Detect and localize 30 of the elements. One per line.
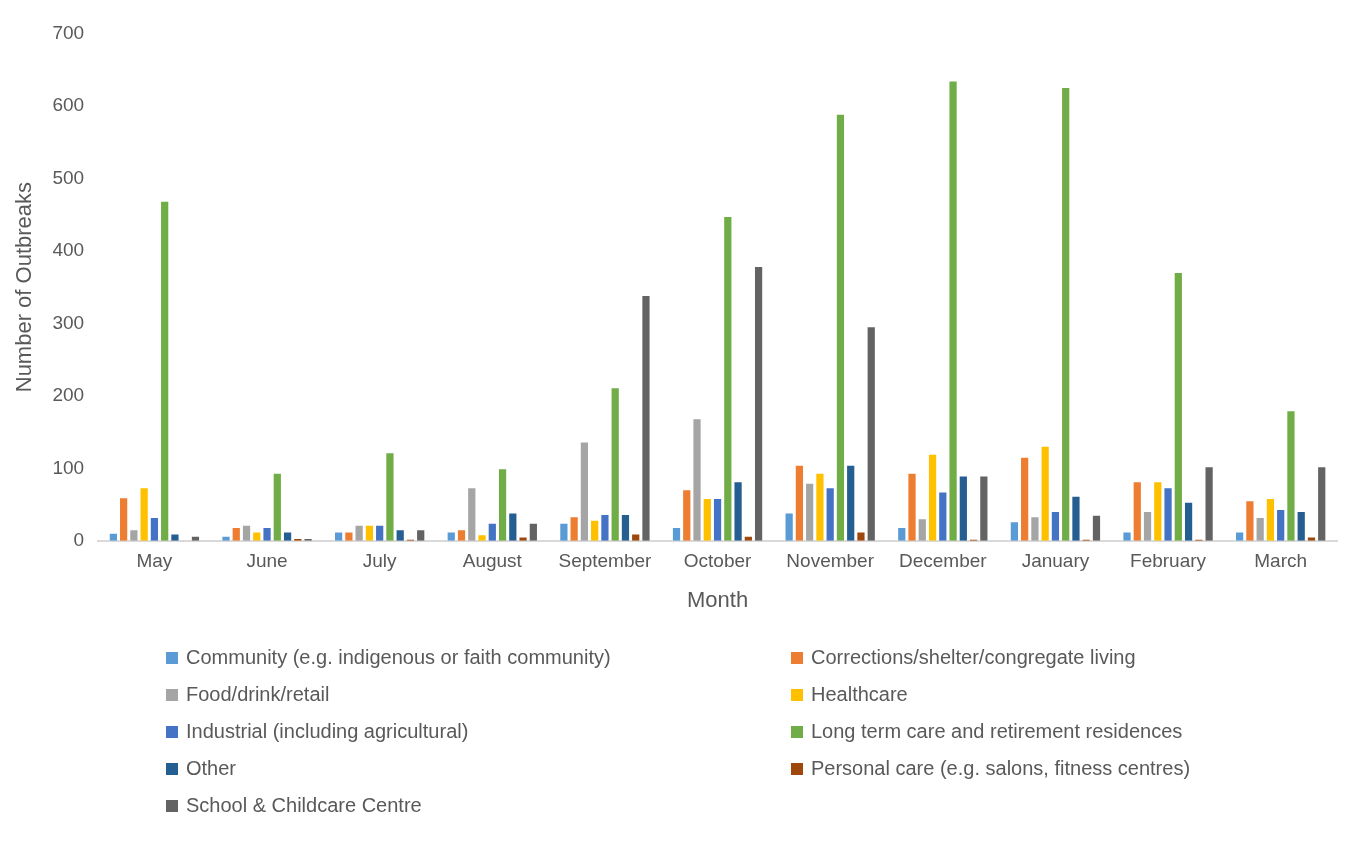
y-tick-label: 200 xyxy=(52,384,85,406)
x-tick-label: June xyxy=(246,550,288,572)
legend-label: Long term care and retirement residences xyxy=(811,720,1183,743)
legend-label: Food/drink/retail xyxy=(186,683,330,706)
x-tick-label: October xyxy=(683,550,753,572)
y-tick-label: 600 xyxy=(52,94,85,116)
x-tick-label: December xyxy=(898,550,988,572)
x-tick-label: May xyxy=(136,550,173,572)
x-tick-label: August xyxy=(462,550,523,572)
legend-label: Community (e.g. indigenous or faith community) xyxy=(186,646,611,669)
y-axis-title: Number of Outbreaks xyxy=(11,181,37,393)
y-tick-label: 700 xyxy=(52,21,85,43)
legend-label: School & Childcare Centre xyxy=(186,794,422,817)
y-tick-label: 100 xyxy=(52,456,85,478)
x-axis-title: Month xyxy=(686,586,749,612)
x-tick-label: January xyxy=(1021,550,1090,572)
legend-label: Industrial (including agricultural) xyxy=(186,720,469,743)
x-tick-label: July xyxy=(362,550,398,572)
x-tick-label: September xyxy=(558,550,653,572)
y-tick-label: 300 xyxy=(52,311,85,333)
y-tick-label: 500 xyxy=(52,166,85,188)
x-tick-label: March xyxy=(1254,550,1308,572)
legend-label: Personal care (e.g. salons, fitness centres) xyxy=(811,757,1191,780)
y-tick-label: 400 xyxy=(52,239,85,261)
x-tick-label: November xyxy=(786,550,875,572)
x-tick-label: February xyxy=(1130,550,1207,572)
legend-label: Corrections/shelter/congregate living xyxy=(811,646,1136,669)
legend-label: Other xyxy=(186,757,237,780)
legend-label: Healthcare xyxy=(811,683,908,706)
y-tick-label: 0 xyxy=(73,529,85,551)
